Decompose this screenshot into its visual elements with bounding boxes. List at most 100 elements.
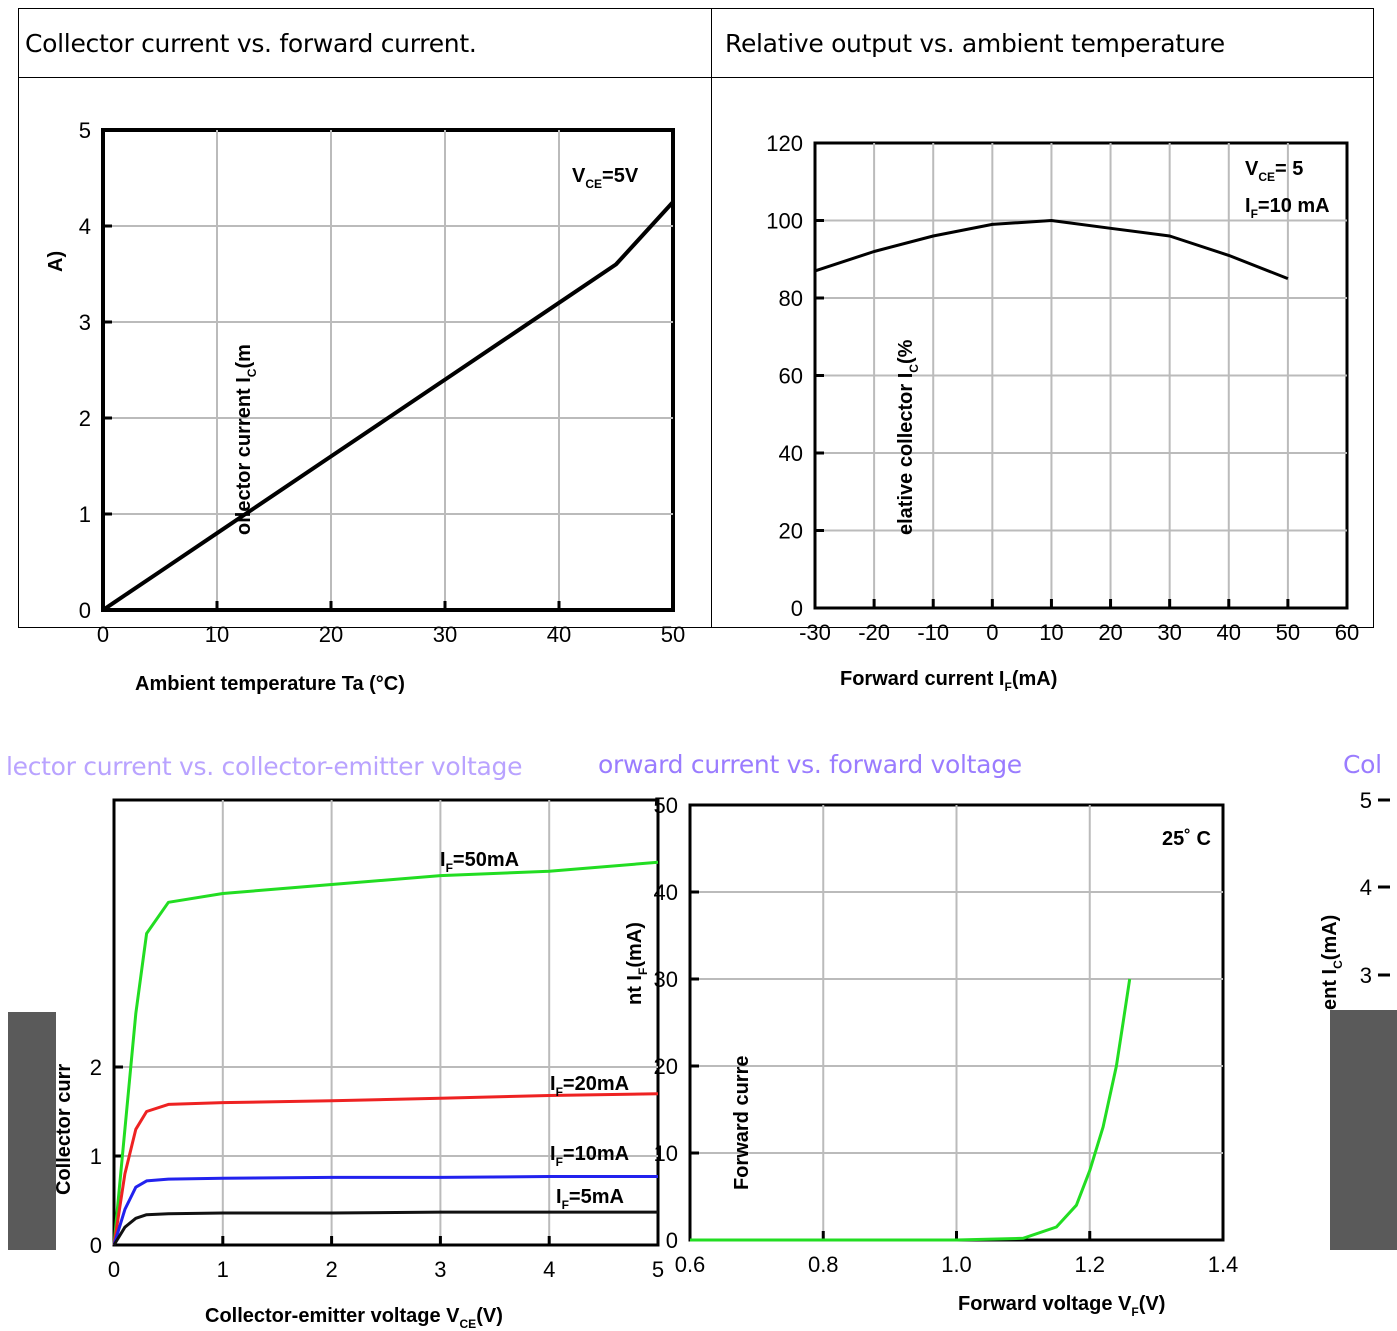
c4-xtick-label: 0.8 bbox=[808, 1252, 839, 1277]
c2-y-label: elative collector IC(% bbox=[895, 339, 921, 535]
c2-xtick-label: 30 bbox=[1157, 620, 1181, 645]
c5-y-ticks: 3 4 5 bbox=[1360, 788, 1390, 988]
c1-ytick-label: 1 bbox=[79, 502, 91, 527]
c4-x-ticks: 0.6 0.8 1.0 1.2 1.4 bbox=[675, 1231, 1239, 1277]
c1-x-label: Forward current IF(mA) bbox=[840, 668, 1057, 694]
c5-ytick-label: 3 bbox=[1360, 963, 1372, 988]
c3-ytick-label: 1 bbox=[90, 1144, 102, 1169]
c2-xtick-label: 10 bbox=[1039, 620, 1063, 645]
c1-xtick-label: 0 bbox=[97, 622, 109, 647]
c2-ytick-label: 40 bbox=[779, 441, 803, 466]
c2-y-ticks: 0 20 40 60 80 100 120 bbox=[766, 131, 824, 621]
chart-table: Collector current vs. forward current. R… bbox=[18, 8, 1374, 628]
c5-ytick-label: 4 bbox=[1360, 875, 1372, 900]
c1-ytick-label: 4 bbox=[79, 214, 91, 239]
c1-y-ticks: 0 1 2 3 4 5 bbox=[79, 118, 112, 623]
c2-xtick-label: 60 bbox=[1335, 620, 1359, 645]
c1-xtick-label: 50 bbox=[661, 622, 685, 647]
c1-xtick-label: 40 bbox=[547, 622, 571, 647]
c3-series-label-50ma: IF=50mA bbox=[440, 849, 519, 875]
c1-series-line-0 bbox=[101, 200, 675, 612]
c3-series-label-20ma: IF=20mA bbox=[550, 1073, 629, 1099]
c3-xtick-label: 1 bbox=[217, 1257, 229, 1282]
c3-y-label: Collector curr bbox=[53, 1064, 75, 1195]
c4-x-label: Forward voltage VF(V) bbox=[958, 1293, 1165, 1319]
c3-xtick-label: 4 bbox=[543, 1257, 555, 1282]
c1-x-ticks: 0 10 20 30 40 50 bbox=[97, 601, 685, 647]
section-title-bottom-left: lector current vs. collector-emitter vol… bbox=[6, 752, 523, 781]
c5-dark-panel bbox=[1330, 1010, 1397, 1250]
c1-plot-frame bbox=[101, 128, 675, 612]
table-row-divider bbox=[19, 77, 1373, 78]
c2-xtick-label: 0 bbox=[986, 620, 998, 645]
c3-grid bbox=[114, 800, 658, 1245]
c3-x-ticks: 0 1 2 3 4 5 bbox=[108, 1236, 664, 1282]
c4-series bbox=[690, 978, 1132, 1242]
c2-series bbox=[814, 219, 1289, 280]
c2-ytick-label: 20 bbox=[779, 519, 803, 544]
c3-xtick-label: 0 bbox=[108, 1257, 120, 1282]
c2-annotation-vce: VCE= 5 bbox=[1245, 158, 1303, 184]
c3-plot-frame bbox=[112, 798, 660, 1247]
c4-ytick-label: 40 bbox=[654, 880, 678, 905]
chart-relative-output-vs-temperature: 0 20 40 60 80 100 120 -30 -20 -10 0 10 20 30 40 50 60 V… bbox=[135, 131, 1359, 695]
c3-xtick-label: 2 bbox=[325, 1257, 337, 1282]
c2-ytick-label: 0 bbox=[791, 596, 803, 621]
c1-ytick-label: 5 bbox=[79, 118, 91, 143]
table-title-left: Collector current vs. forward current. bbox=[25, 29, 477, 58]
c3-series-line-0 bbox=[112, 860, 659, 1246]
c3-series-label-10ma: IF=10mA bbox=[550, 1143, 629, 1169]
c4-xtick-label: 1.2 bbox=[1074, 1252, 1105, 1277]
c4-ytick-label: 10 bbox=[654, 1141, 678, 1166]
c4-y-label-bottom: Forward curre bbox=[731, 1056, 753, 1190]
c2-xtick-label: -30 bbox=[799, 620, 831, 645]
c2-xtick-label: 20 bbox=[1098, 620, 1122, 645]
c2-ytick-label: 80 bbox=[779, 286, 803, 311]
section-title-bottom-right: Col bbox=[1343, 750, 1382, 779]
c1-y-label-fragment: A) bbox=[45, 251, 67, 272]
c4-y-ticks: 0 10 20 30 40 50 bbox=[654, 793, 699, 1253]
chart-forward-current-vs-voltage: 0 10 20 30 40 50 0.6 0.8 1.0 1.2 1.4 25˚ C nt IF(… bbox=[624, 793, 1238, 1319]
c3-series bbox=[112, 860, 659, 1246]
chart-collector-vs-vce: 0 1 2 0 1 2 3 4 5 IF=50mA IF=20mA IF=10mA IF=5m… bbox=[53, 798, 664, 1331]
c4-xtick-label: 0.6 bbox=[675, 1252, 706, 1277]
c3-ytick-label: 2 bbox=[90, 1055, 102, 1080]
c3-series-line-3 bbox=[112, 1210, 658, 1246]
c3-xtick-label: 5 bbox=[652, 1257, 664, 1282]
c4-ytick-label: 20 bbox=[654, 1054, 678, 1079]
c2-x-label: Ambient temperature Ta (°C) bbox=[135, 673, 405, 695]
c2-xtick-label: -20 bbox=[858, 620, 890, 645]
c3-y-ticks: 0 1 2 bbox=[90, 1055, 123, 1258]
c4-series-line-0 bbox=[690, 978, 1132, 1242]
c5-y-label: ent IC(mA) bbox=[1319, 915, 1345, 1010]
c2-series-line-0 bbox=[814, 219, 1289, 280]
c2-grid bbox=[815, 143, 1347, 608]
c1-y-label: ollector current IC(m bbox=[233, 344, 259, 535]
c1-xtick-label: 30 bbox=[433, 622, 457, 647]
c1-annotation: VCE=5V bbox=[572, 165, 639, 191]
c1-ytick-label: 2 bbox=[79, 406, 91, 431]
c5-ytick-label: 5 bbox=[1360, 788, 1372, 813]
c3-xtick-label: 3 bbox=[434, 1257, 446, 1282]
c4-xtick-label: 1.4 bbox=[1208, 1252, 1239, 1277]
c2-x-ticks: -30 -20 -10 0 10 20 30 40 50 60 bbox=[799, 599, 1359, 645]
c3-x-label: Collector-emitter voltage VCE(V) bbox=[205, 1305, 503, 1331]
chart-partial-right: ent IC(mA) 3 4 5 bbox=[1319, 788, 1397, 1250]
section-title-bottom-middle: orward current vs. forward voltage bbox=[598, 750, 1022, 779]
c4-ytick-label: 0 bbox=[666, 1228, 678, 1253]
table-title-right: Relative output vs. ambient temperature bbox=[725, 29, 1225, 58]
c4-xtick-label: 1.0 bbox=[941, 1252, 972, 1277]
c4-ytick-label: 50 bbox=[654, 793, 678, 818]
c2-xtick-label: -10 bbox=[917, 620, 949, 645]
c1-xtick-label: 20 bbox=[319, 622, 343, 647]
c3-series-line-1 bbox=[112, 1092, 659, 1246]
c1-series bbox=[101, 200, 675, 612]
c1-xtick-label: 10 bbox=[205, 622, 229, 647]
c3-series-line-2 bbox=[112, 1175, 658, 1246]
c3-series-label-5ma: IF=5mA bbox=[556, 1186, 624, 1212]
c3-ytick-label: 0 bbox=[90, 1233, 102, 1258]
c1-ytick-label: 0 bbox=[79, 598, 91, 623]
c4-grid bbox=[690, 805, 1223, 1240]
c4-y-label-top: nt IF(mA) bbox=[624, 922, 650, 1005]
